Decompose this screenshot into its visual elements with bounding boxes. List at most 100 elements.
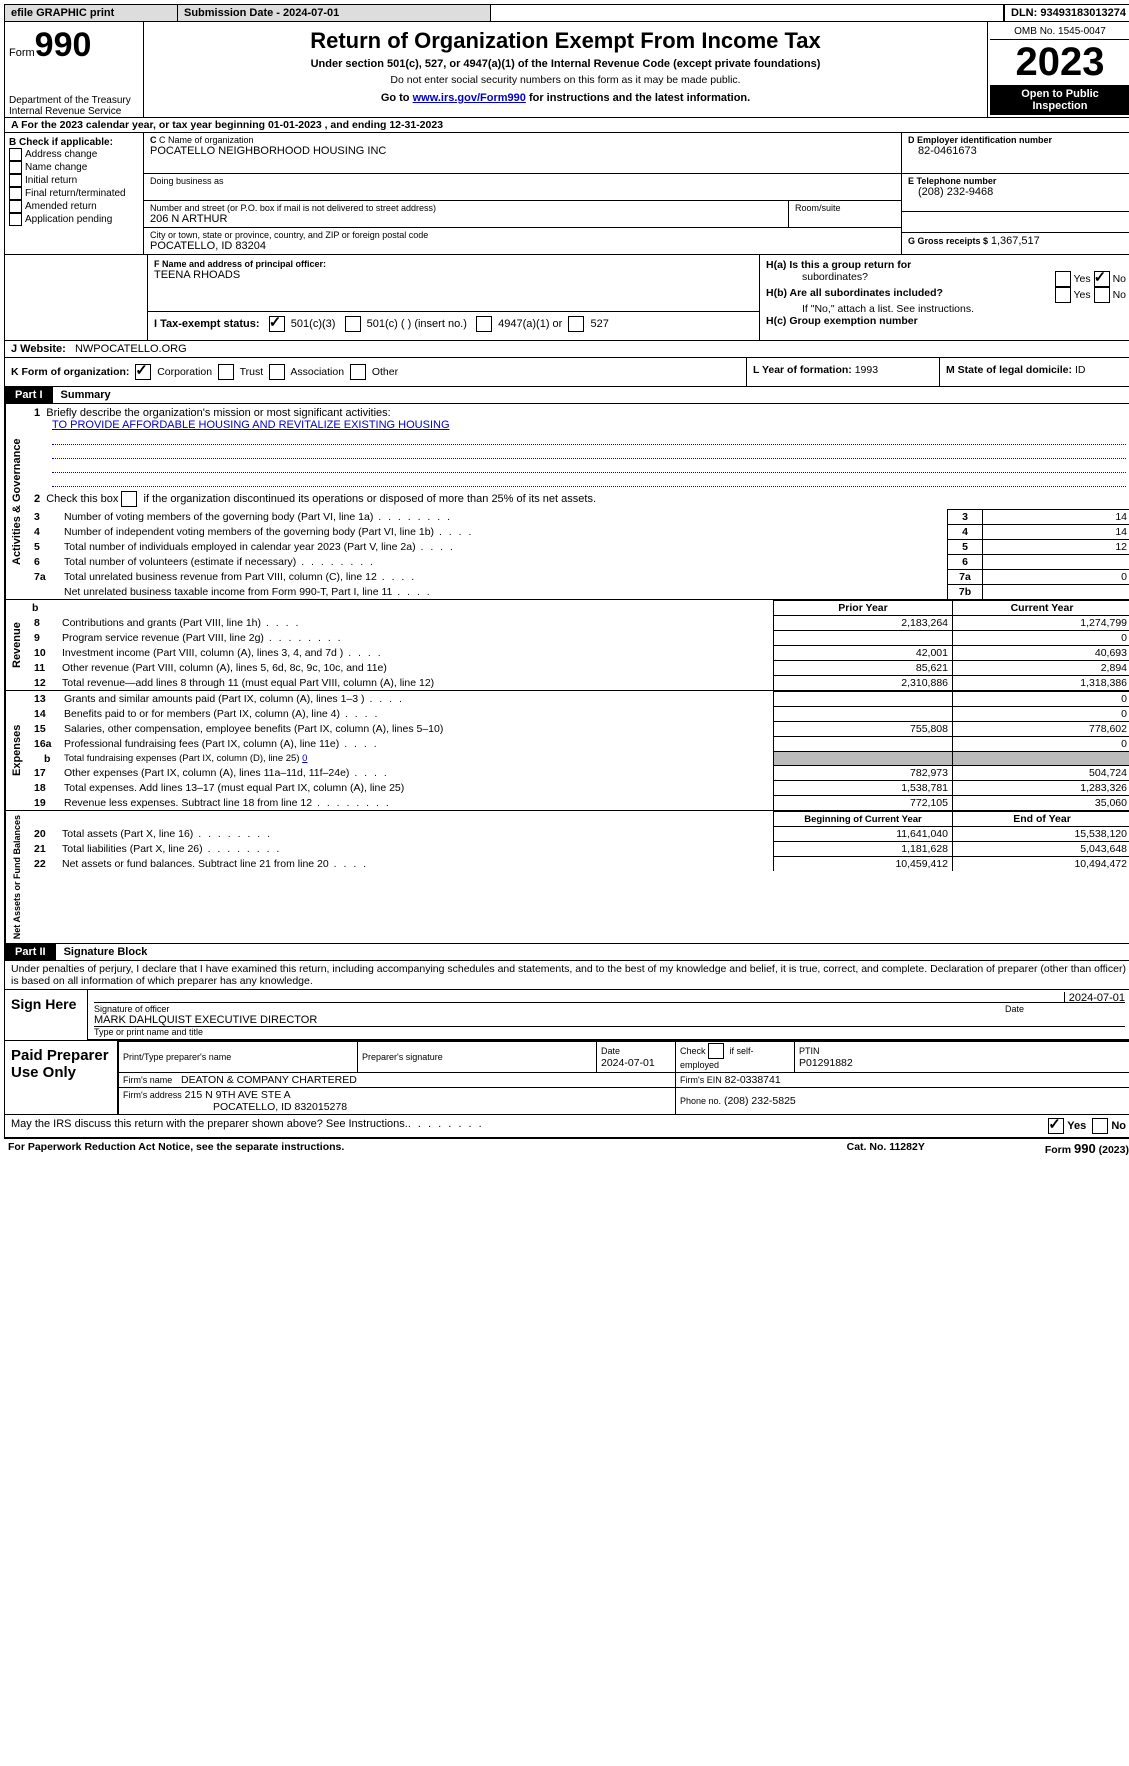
state-domicile: ID xyxy=(1075,364,1086,376)
subtitle-1: Under section 501(c), 527, or 4947(a)(1)… xyxy=(150,58,981,70)
chk-address-change[interactable] xyxy=(9,148,22,161)
vlabel-governance: Activities & Governance xyxy=(5,404,28,599)
form-title: Return of Organization Exempt From Incom… xyxy=(150,28,981,54)
chk-discuss-no[interactable] xyxy=(1092,1118,1108,1134)
fundraising-link[interactable]: 0 xyxy=(302,753,307,764)
dln: DLN: 93493183013274 xyxy=(1004,5,1129,21)
col-beginning-year: Beginning of Current Year xyxy=(774,812,953,827)
part1-header: Part I Summary xyxy=(5,387,1129,404)
form-container: efile GRAPHIC print Submission Date - 20… xyxy=(4,4,1129,1139)
line-3: 3Number of voting members of the governi… xyxy=(28,510,1129,525)
firm-ein: 82-0338741 xyxy=(725,1074,781,1086)
section-revenue: Revenue b Prior Year Current Year 8Contr… xyxy=(5,600,1129,691)
line-19: 19Revenue less expenses. Subtract line 1… xyxy=(28,796,1129,811)
chk-self-employed[interactable] xyxy=(708,1043,724,1059)
vlabel-net: Net Assets or Fund Balances xyxy=(5,811,28,943)
chk-ha-no[interactable] xyxy=(1094,271,1110,287)
line-18: 18Total expenses. Add lines 13–17 (must … xyxy=(28,781,1129,796)
line-22: 22Net assets or fund balances. Subtract … xyxy=(28,857,1129,872)
section-governance: Activities & Governance 1 Briefly descri… xyxy=(5,404,1129,600)
telephone: (208) 232-9468 xyxy=(908,186,1126,198)
box-b-title: B Check if applicable: xyxy=(9,137,139,148)
dept-treasury: Department of the Treasury xyxy=(9,95,139,106)
form-header: Form990 Department of the Treasury Inter… xyxy=(5,22,1129,118)
chk-501c[interactable] xyxy=(345,316,361,332)
website: NWPOCATELLO.ORG xyxy=(75,343,187,355)
line-16a: 16aProfessional fundraising fees (Part I… xyxy=(28,737,1129,752)
section-expenses: Expenses 13Grants and similar amounts pa… xyxy=(5,691,1129,811)
chk-hb-no[interactable] xyxy=(1094,287,1110,303)
subtitle-2: Do not enter social security numbers on … xyxy=(150,74,981,86)
topbar: efile GRAPHIC print Submission Date - 20… xyxy=(5,5,1129,22)
chk-final-return[interactable] xyxy=(9,187,22,200)
mission-text[interactable]: TO PROVIDE AFFORDABLE HOUSING AND REVITA… xyxy=(52,419,450,431)
line-21: 21Total liabilities (Part X, line 26)1,1… xyxy=(28,842,1129,857)
mission-label: Briefly describe the organization's miss… xyxy=(46,407,390,419)
firm-phone: (208) 232-5825 xyxy=(724,1095,796,1107)
chk-other[interactable] xyxy=(350,364,366,380)
footer-cat: Cat. No. 11282Y xyxy=(847,1141,925,1156)
room-suite-label: Room/suite xyxy=(795,203,895,213)
line-17: 17Other expenses (Part IX, column (A), l… xyxy=(28,766,1129,781)
form-number: 990 xyxy=(35,26,92,64)
chk-ha-yes[interactable] xyxy=(1055,271,1071,287)
chk-527[interactable] xyxy=(568,316,584,332)
irs-link[interactable]: www.irs.gov/Form990 xyxy=(413,92,526,104)
chk-trust[interactable] xyxy=(218,364,234,380)
paid-preparer-label: Paid Preparer Use Only xyxy=(5,1041,118,1114)
efile-print-button[interactable]: efile GRAPHIC print xyxy=(5,5,178,21)
row-f-h: F Name and address of principal officer:… xyxy=(5,255,1129,341)
perjury-statement: Under penalties of perjury, I declare th… xyxy=(5,961,1129,990)
row-a-tax-year: A For the 2023 calendar year, or tax yea… xyxy=(5,118,1129,133)
chk-initial-return[interactable] xyxy=(9,174,22,187)
chk-name-change[interactable] xyxy=(9,161,22,174)
chk-app-pending[interactable] xyxy=(9,213,22,226)
line-13: 13Grants and similar amounts paid (Part … xyxy=(28,692,1129,707)
chk-hb-yes[interactable] xyxy=(1055,287,1071,303)
line-4: 4Number of independent voting members of… xyxy=(28,525,1129,540)
chk-discuss-yes[interactable] xyxy=(1048,1118,1064,1134)
chk-discontinued[interactable] xyxy=(121,491,137,507)
line-11: 11Other revenue (Part VIII, column (A), … xyxy=(28,661,1129,676)
paid-preparer-block: Paid Preparer Use Only Print/Type prepar… xyxy=(5,1041,1129,1115)
year-formation: 1993 xyxy=(855,364,878,376)
sign-here-block: Sign Here 2024-07-01 Signature of office… xyxy=(5,990,1129,1041)
vlabel-expenses: Expenses xyxy=(5,691,28,810)
row-j: J Website: NWPOCATELLO.ORG xyxy=(5,341,1129,358)
firm-name: DEATON & COMPANY CHARTERED xyxy=(181,1074,357,1086)
chk-501c3[interactable] xyxy=(269,316,285,332)
chk-corp[interactable] xyxy=(135,364,151,380)
line-15: 15Salaries, other compensation, employee… xyxy=(28,722,1129,737)
form-word: Form xyxy=(9,47,35,59)
org-name: POCATELLO NEIGHBORHOOD HOUSING INC xyxy=(150,145,895,157)
hb-note: If "No," attach a list. See instructions… xyxy=(766,303,1126,315)
line-5: 5Total number of individuals employed in… xyxy=(28,540,1129,555)
tax-exempt-label: I Tax-exempt status: xyxy=(154,318,260,330)
discuss-row: May the IRS discuss this return with the… xyxy=(5,1115,1129,1138)
line-16b: bTotal fundraising expenses (Part IX, co… xyxy=(28,752,1129,766)
chk-amended[interactable] xyxy=(9,200,22,213)
org-address: 206 N ARTHUR xyxy=(150,213,782,225)
line-7b: Net unrelated business taxable income fr… xyxy=(28,585,1129,600)
sign-here-label: Sign Here xyxy=(5,990,88,1040)
col-prior-year: Prior Year xyxy=(774,601,953,616)
footer-left: For Paperwork Reduction Act Notice, see … xyxy=(8,1141,344,1156)
vlabel-revenue: Revenue xyxy=(5,600,28,690)
line-12: 12Total revenue—add lines 8 through 11 (… xyxy=(28,676,1129,691)
chk-assoc[interactable] xyxy=(269,364,285,380)
footer: For Paperwork Reduction Act Notice, see … xyxy=(4,1139,1129,1158)
line-6: 6Total number of volunteers (estimate if… xyxy=(28,555,1129,570)
line-20: 20Total assets (Part X, line 16)11,641,0… xyxy=(28,827,1129,842)
preparer-date: 2024-07-01 xyxy=(601,1057,655,1069)
line-10: 10Investment income (Part VIII, column (… xyxy=(28,646,1129,661)
firm-addr2: POCATELLO, ID 832015278 xyxy=(123,1101,347,1113)
tax-year: 2023 xyxy=(990,40,1129,85)
entity-block: B Check if applicable: Address change Na… xyxy=(5,133,1129,255)
line-14: 14Benefits paid to or for members (Part … xyxy=(28,707,1129,722)
chk-4947[interactable] xyxy=(476,316,492,332)
line-8: 8Contributions and grants (Part VIII, li… xyxy=(28,616,1129,631)
hc-label: H(c) Group exemption number xyxy=(766,315,918,327)
firm-addr1: 215 N 9TH AVE STE A xyxy=(185,1089,291,1101)
part2-header: Part II Signature Block xyxy=(5,944,1129,961)
org-city: POCATELLO, ID 83204 xyxy=(150,240,895,252)
